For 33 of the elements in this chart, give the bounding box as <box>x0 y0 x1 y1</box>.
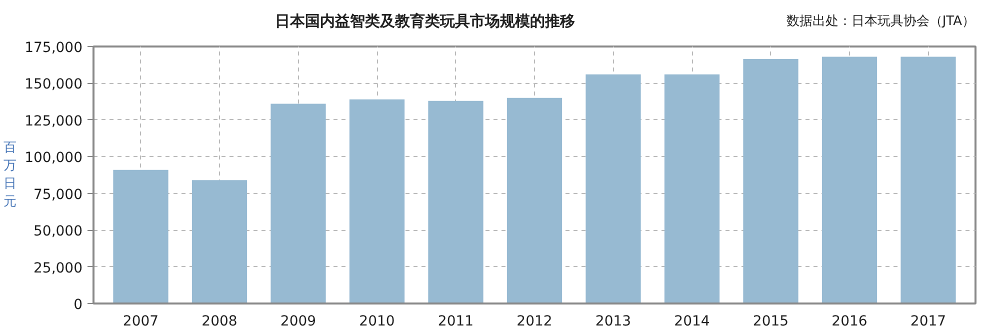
x-tick-label: 2015 <box>752 314 789 330</box>
y-tick-label: 75,000 <box>34 186 83 203</box>
x-tick-label: 2016 <box>832 314 868 330</box>
y-tick-label: 50,000 <box>34 224 83 240</box>
y-tick-label: 100,000 <box>24 150 83 166</box>
x-tick-label: 2012 <box>516 314 552 330</box>
x-tick-label: 2013 <box>595 314 632 330</box>
bar <box>270 104 326 304</box>
x-tick-label: 2007 <box>122 314 159 330</box>
bar <box>900 56 956 304</box>
bar <box>192 180 248 304</box>
y-tick-label: 175,000 <box>24 40 83 56</box>
bar <box>664 74 720 304</box>
text: 数据出处：日本玩具协会（JTA） <box>786 13 975 31</box>
bar <box>506 98 562 304</box>
x-tick-label: 2014 <box>674 314 710 330</box>
bar <box>428 100 484 304</box>
y-tick-label: 150,000 <box>24 76 83 93</box>
x-tick-label: 2017 <box>910 314 946 330</box>
chart-title: 日本国内益智类及教育类玩具市场规模的推移 <box>275 11 575 32</box>
x-tick-label: 2011 <box>438 314 474 330</box>
x-tick-label: 2008 <box>202 314 238 330</box>
x-tick-label: 2009 <box>280 314 316 330</box>
x-tick-label: 2010 <box>359 314 395 330</box>
bar <box>743 58 798 304</box>
bar <box>822 56 878 304</box>
bar <box>586 74 641 304</box>
y-tick-label: 0 <box>74 297 83 313</box>
bar <box>113 170 168 304</box>
y-axis-title: 百万日元 <box>4 140 17 210</box>
y-tick-label: 125,000 <box>24 113 83 130</box>
bar <box>349 99 405 304</box>
y-tick-label: 25,000 <box>34 260 83 276</box>
